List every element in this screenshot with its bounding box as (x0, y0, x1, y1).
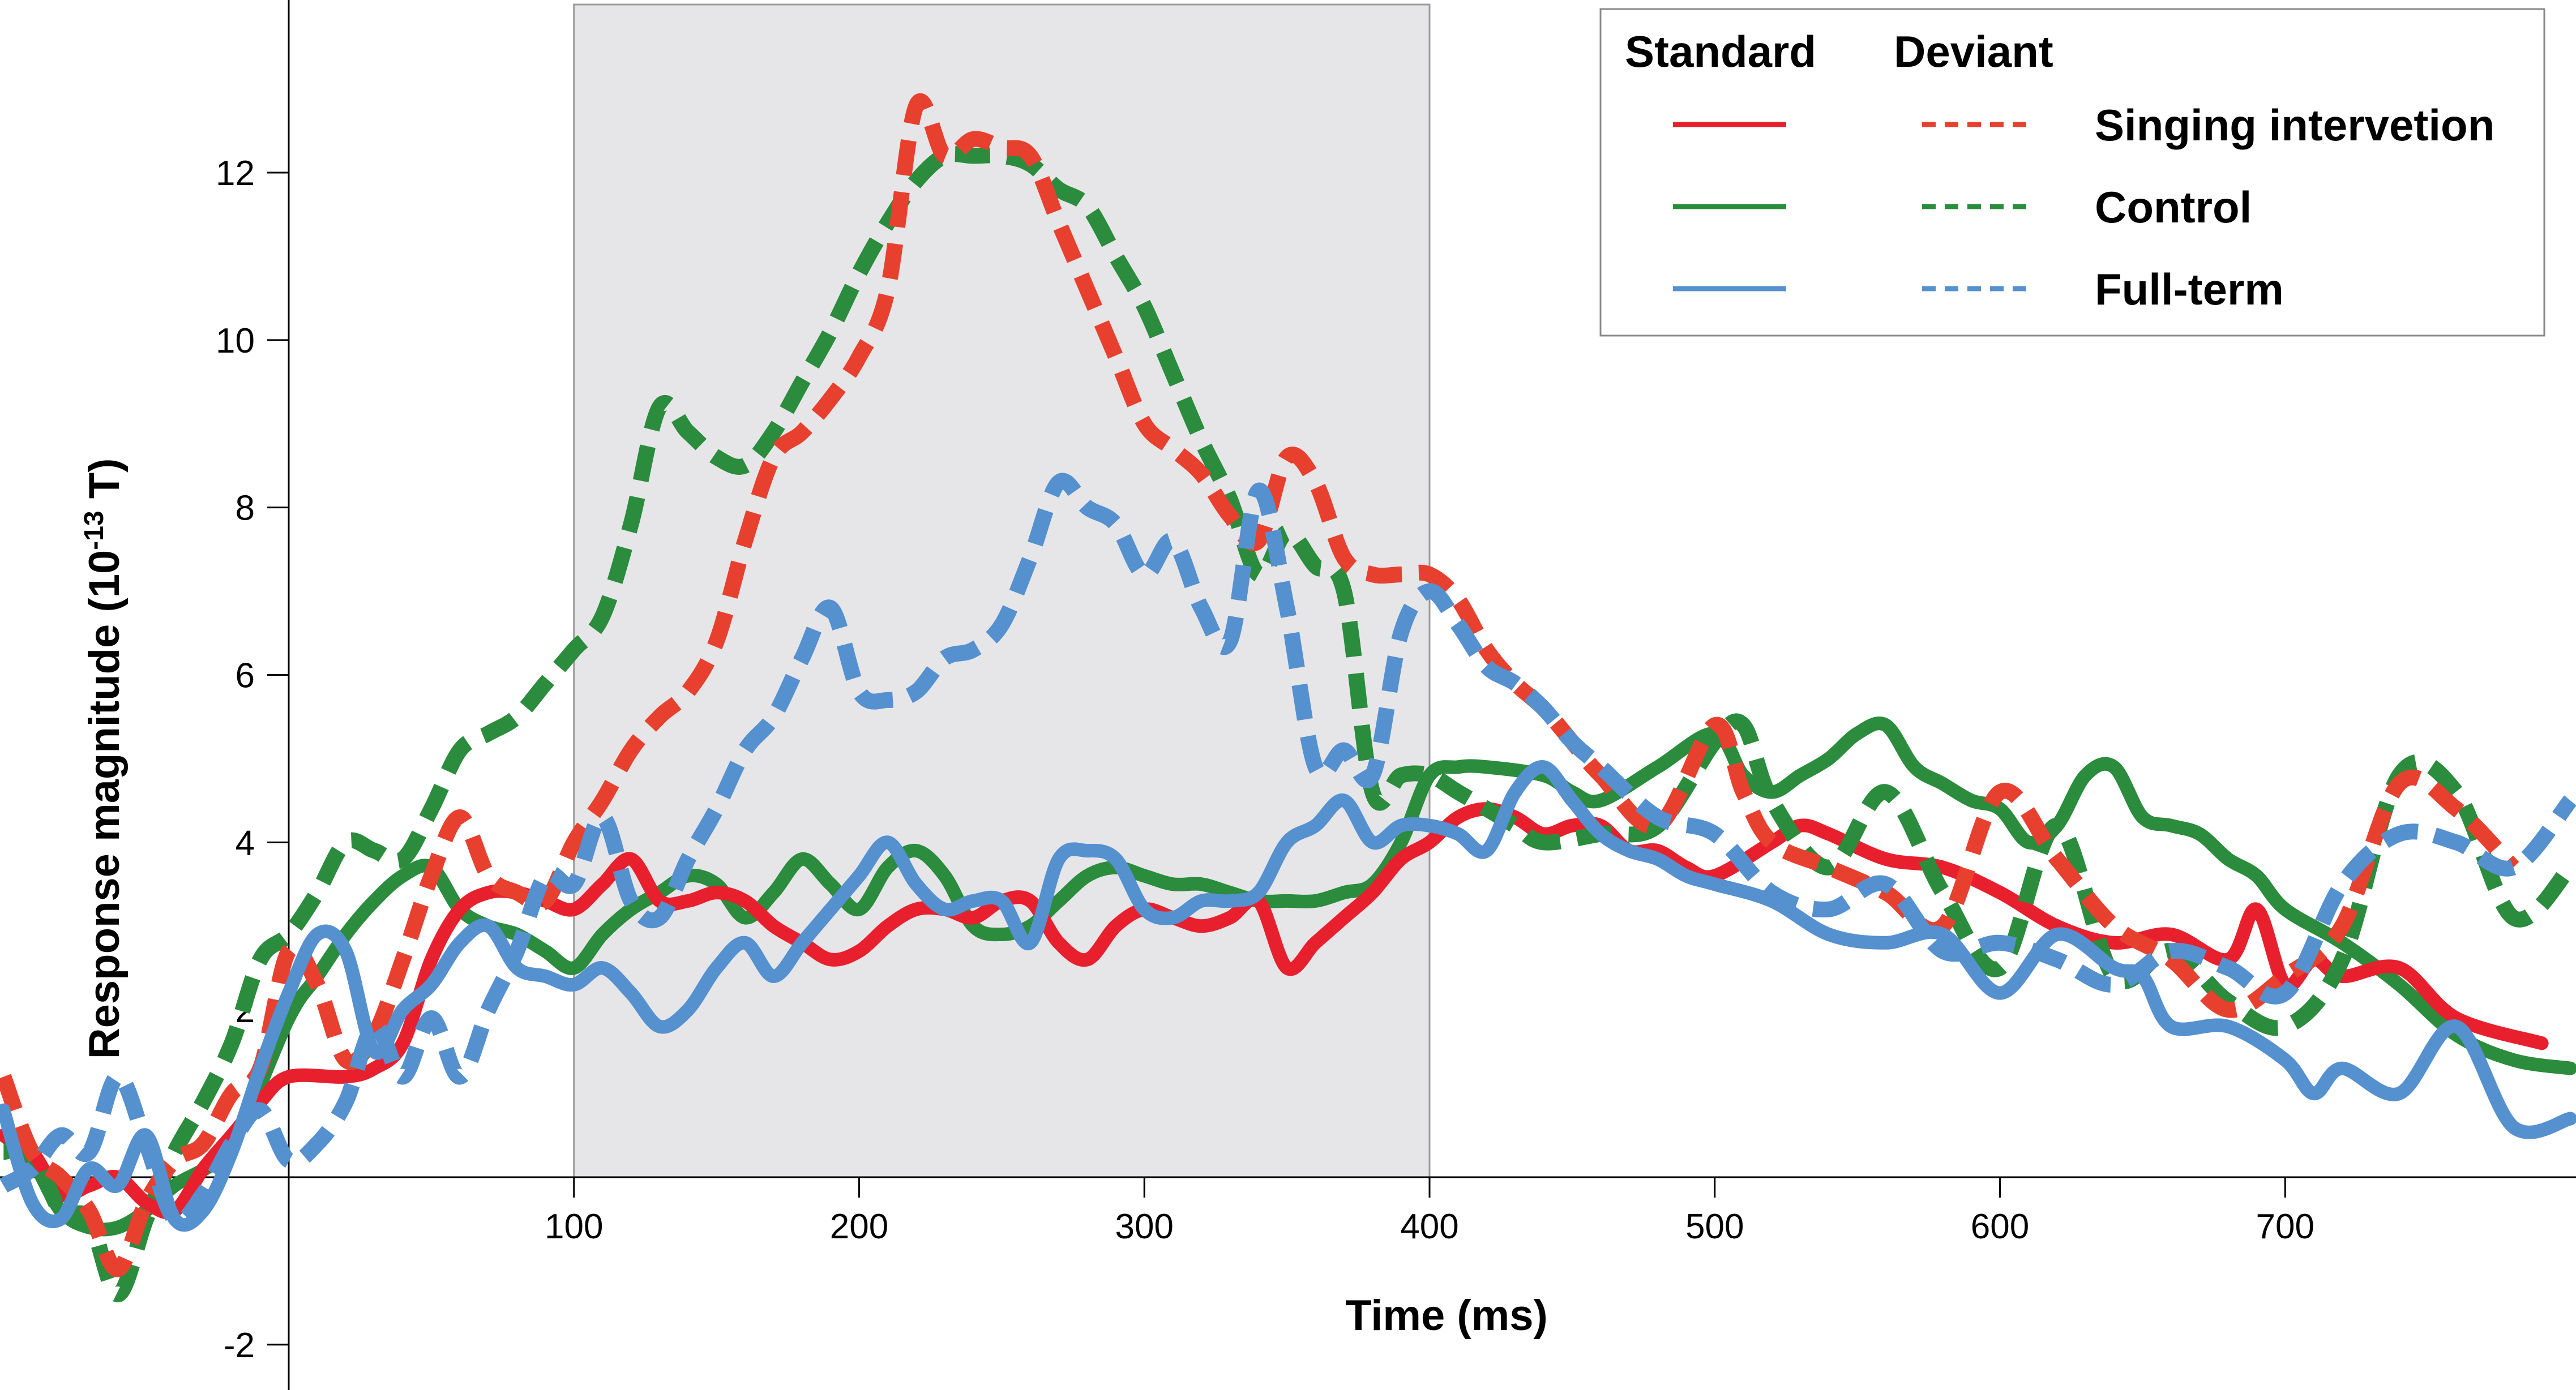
series-line-full-term-standard (0, 760, 2576, 1232)
legend-header-standard: Standard (1625, 27, 1816, 76)
series-line-full-term-deviant (0, 473, 2576, 1229)
y-axis-title-main: Response magnitude (10 (80, 550, 129, 1059)
x-tick-label: 100 (545, 1207, 603, 1246)
series-layer (0, 93, 2576, 1303)
x-axis-title: Time (ms) (1345, 1292, 1548, 1340)
y-tick-label: 10 (216, 321, 255, 361)
legend-label: Control (2095, 182, 2252, 232)
x-tick-label: 400 (1400, 1207, 1458, 1246)
legend-label: Full-term (2095, 264, 2284, 314)
y-tick-label: -2 (224, 1326, 255, 1365)
legend-header-deviant: Deviant (1894, 27, 2053, 76)
legend-rows: Singing intervetion Control Full-term (1673, 100, 2494, 314)
y-axis-title-unit: T) (80, 458, 129, 511)
x-tick-label: 500 (1685, 1207, 1744, 1246)
x-tick-label: 600 (1971, 1207, 2029, 1246)
y-axis-title-exponent: -13 (79, 510, 109, 550)
legend: Standard Deviant Singing intervetion Cont… (1599, 8, 2545, 337)
series-line-control-standard (0, 717, 2576, 1237)
y-axis-title: Response magnitude (10-13 T) (79, 458, 129, 1059)
y-tick-label: 8 (236, 489, 255, 528)
x-tick-label: 300 (1115, 1207, 1174, 1246)
legend-label: Singing intervetion (2095, 100, 2494, 150)
x-tick-label: 700 (2256, 1207, 2314, 1246)
series-line-control-deviant (2, 146, 2576, 1303)
y-tick-label: 6 (236, 657, 255, 696)
x-tick-label: 200 (830, 1207, 888, 1246)
y-tick-label: 12 (216, 154, 255, 193)
y-tick-label: 4 (236, 823, 255, 863)
legend-box (1599, 8, 2545, 337)
